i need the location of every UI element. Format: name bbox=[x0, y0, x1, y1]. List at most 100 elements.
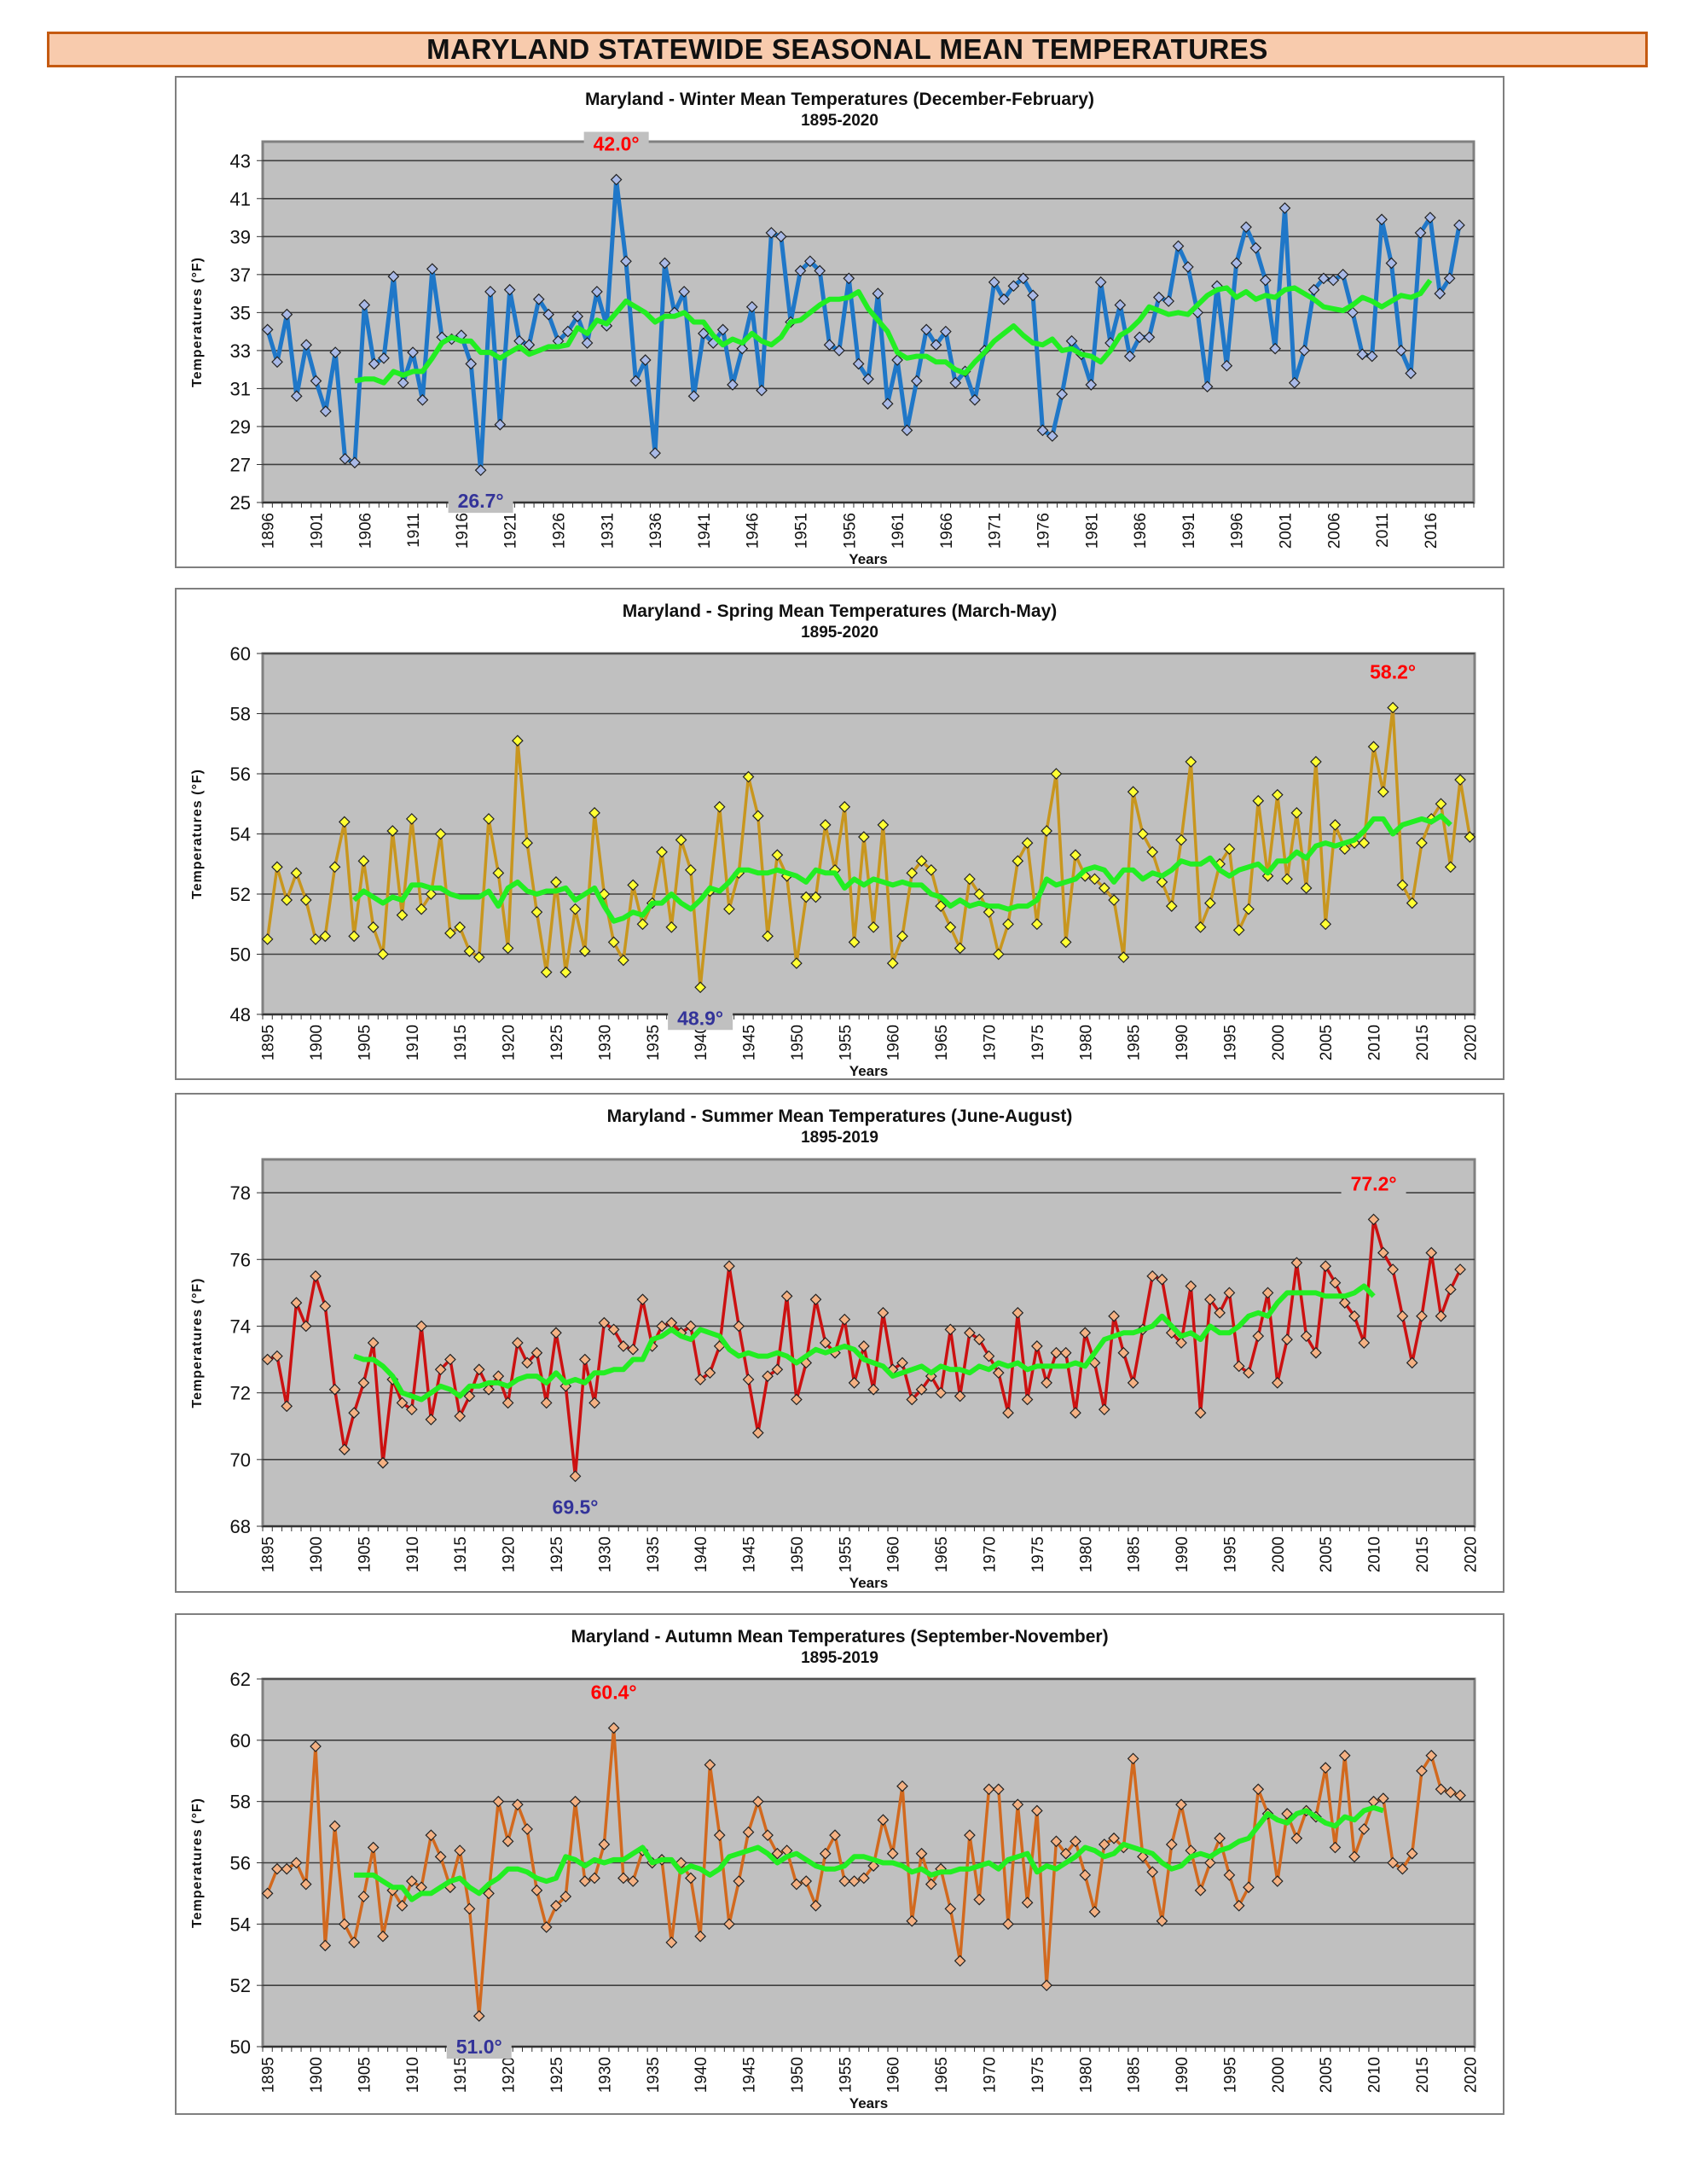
y-tick-label: 50 bbox=[230, 944, 251, 966]
data-point-marker bbox=[339, 452, 351, 465]
data-point-marker bbox=[1127, 786, 1139, 798]
y-tick-label: 52 bbox=[230, 1975, 251, 1996]
data-point-marker bbox=[1056, 388, 1069, 400]
data-point-marker bbox=[1133, 331, 1145, 344]
data-point-marker bbox=[550, 1899, 562, 1912]
data-point-marker bbox=[794, 264, 807, 277]
data-point-marker bbox=[1416, 837, 1428, 849]
x-tick-label: 1950 bbox=[789, 1025, 807, 1060]
data-point-marker bbox=[396, 1397, 409, 1409]
data-series-line bbox=[265, 177, 1462, 473]
chart-subtitle: 1895-2019 bbox=[801, 1649, 878, 1667]
data-point-marker bbox=[713, 800, 726, 813]
data-point-marker bbox=[463, 945, 476, 957]
x-tick-label: 2020 bbox=[1462, 1025, 1480, 1060]
data-point-marker bbox=[1214, 1832, 1226, 1844]
data-point-marker bbox=[1175, 1337, 1187, 1349]
data-point-marker bbox=[1252, 794, 1265, 807]
data-point-marker bbox=[1243, 1367, 1255, 1380]
x-tick-label: 2010 bbox=[1366, 1536, 1384, 1572]
data-point-marker bbox=[1387, 1263, 1399, 1275]
data-point-marker bbox=[698, 328, 710, 340]
y-tick-label: 33 bbox=[230, 340, 251, 362]
data-point-marker bbox=[1232, 1899, 1245, 1912]
x-tick-label: 1940 bbox=[693, 1536, 710, 1572]
data-point-marker bbox=[954, 942, 966, 955]
data-point-marker bbox=[949, 376, 962, 389]
data-point-marker bbox=[1290, 1832, 1303, 1844]
data-point-marker bbox=[685, 1872, 697, 1885]
data-point-marker bbox=[823, 339, 836, 351]
data-point-marker bbox=[416, 393, 429, 406]
x-tick-label: 1915 bbox=[452, 1536, 470, 1572]
data-point-marker bbox=[425, 1829, 438, 1842]
y-tick-label: 60 bbox=[230, 1730, 251, 1751]
data-point-marker bbox=[521, 837, 533, 849]
data-point-marker bbox=[1172, 240, 1185, 253]
x-tick-label: 2000 bbox=[1270, 2057, 1288, 2093]
y-tick-label: 41 bbox=[230, 189, 251, 210]
data-point-marker bbox=[407, 346, 419, 358]
data-point-marker bbox=[675, 834, 687, 846]
summer-chart-panel: Maryland - Summer Mean Temperatures (Jun… bbox=[175, 1093, 1504, 1593]
data-point-marker bbox=[397, 376, 409, 389]
x-tick-label: 1975 bbox=[1029, 1536, 1047, 1572]
data-point-marker bbox=[1036, 424, 1049, 437]
data-point-marker bbox=[1017, 272, 1029, 285]
data-point-marker bbox=[1424, 212, 1436, 224]
data-point-marker bbox=[540, 1921, 553, 1933]
data-point-marker bbox=[762, 1370, 774, 1382]
data-point-marker bbox=[877, 1306, 890, 1319]
data-point-marker bbox=[578, 945, 591, 957]
data-point-marker bbox=[877, 819, 890, 831]
data-point-marker bbox=[658, 257, 671, 270]
data-point-marker bbox=[377, 1456, 389, 1469]
data-point-marker bbox=[569, 903, 582, 915]
data-point-marker bbox=[992, 1783, 1005, 1796]
data-point-marker bbox=[809, 1293, 822, 1306]
x-tick-label: 1990 bbox=[1174, 1536, 1191, 1572]
y-tick-label: 62 bbox=[230, 1669, 251, 1690]
data-point-marker bbox=[1243, 1881, 1255, 1894]
data-point-marker bbox=[310, 933, 322, 945]
data-point-marker bbox=[780, 1290, 793, 1303]
x-tick-label: 1975 bbox=[1029, 1025, 1047, 1060]
data-point-marker bbox=[992, 948, 1005, 961]
data-point-marker bbox=[483, 1383, 495, 1396]
data-point-marker bbox=[862, 373, 874, 386]
x-tick-label: 1895 bbox=[260, 1536, 278, 1572]
y-tick-label: 31 bbox=[230, 378, 251, 399]
data-point-marker bbox=[819, 1847, 832, 1860]
data-point-marker bbox=[1249, 241, 1262, 254]
plot-area bbox=[261, 1158, 1476, 1528]
y-tick-label: 58 bbox=[230, 704, 251, 725]
y-tick-label: 35 bbox=[230, 302, 251, 323]
x-tick-label: 1950 bbox=[789, 1536, 807, 1572]
data-point-marker bbox=[687, 390, 700, 403]
data-point-marker bbox=[771, 849, 784, 862]
data-point-marker bbox=[261, 323, 274, 336]
data-point-marker bbox=[1425, 1246, 1438, 1259]
x-tick-label: 1960 bbox=[885, 1536, 903, 1572]
data-point-marker bbox=[396, 909, 409, 921]
data-point-marker bbox=[723, 1260, 735, 1272]
data-point-marker bbox=[906, 867, 919, 880]
data-point-marker bbox=[1377, 1246, 1389, 1259]
data-point-marker bbox=[940, 325, 952, 338]
data-point-marker bbox=[1232, 924, 1245, 937]
data-point-marker bbox=[751, 1426, 764, 1439]
x-tick-label: 1905 bbox=[356, 1536, 374, 1572]
data-point-marker bbox=[310, 375, 322, 387]
data-point-marker bbox=[1269, 342, 1281, 355]
data-point-marker bbox=[636, 1293, 649, 1306]
data-point-marker bbox=[328, 861, 341, 874]
data-point-marker bbox=[1156, 1914, 1168, 1927]
data-point-marker bbox=[867, 1383, 879, 1396]
data-point-marker bbox=[901, 424, 913, 437]
x-tick-label: 1935 bbox=[645, 2057, 663, 2093]
x-tick-label: 1996 bbox=[1229, 513, 1247, 549]
summer-chart-svg: 68 70 72 74 76 78 1895 1900 1905 1910 1915 1920 1925… bbox=[190, 1158, 1480, 1591]
x-tick-label: 1960 bbox=[885, 1025, 903, 1060]
data-point-marker bbox=[992, 1367, 1005, 1380]
data-point-marker bbox=[310, 1269, 322, 1282]
